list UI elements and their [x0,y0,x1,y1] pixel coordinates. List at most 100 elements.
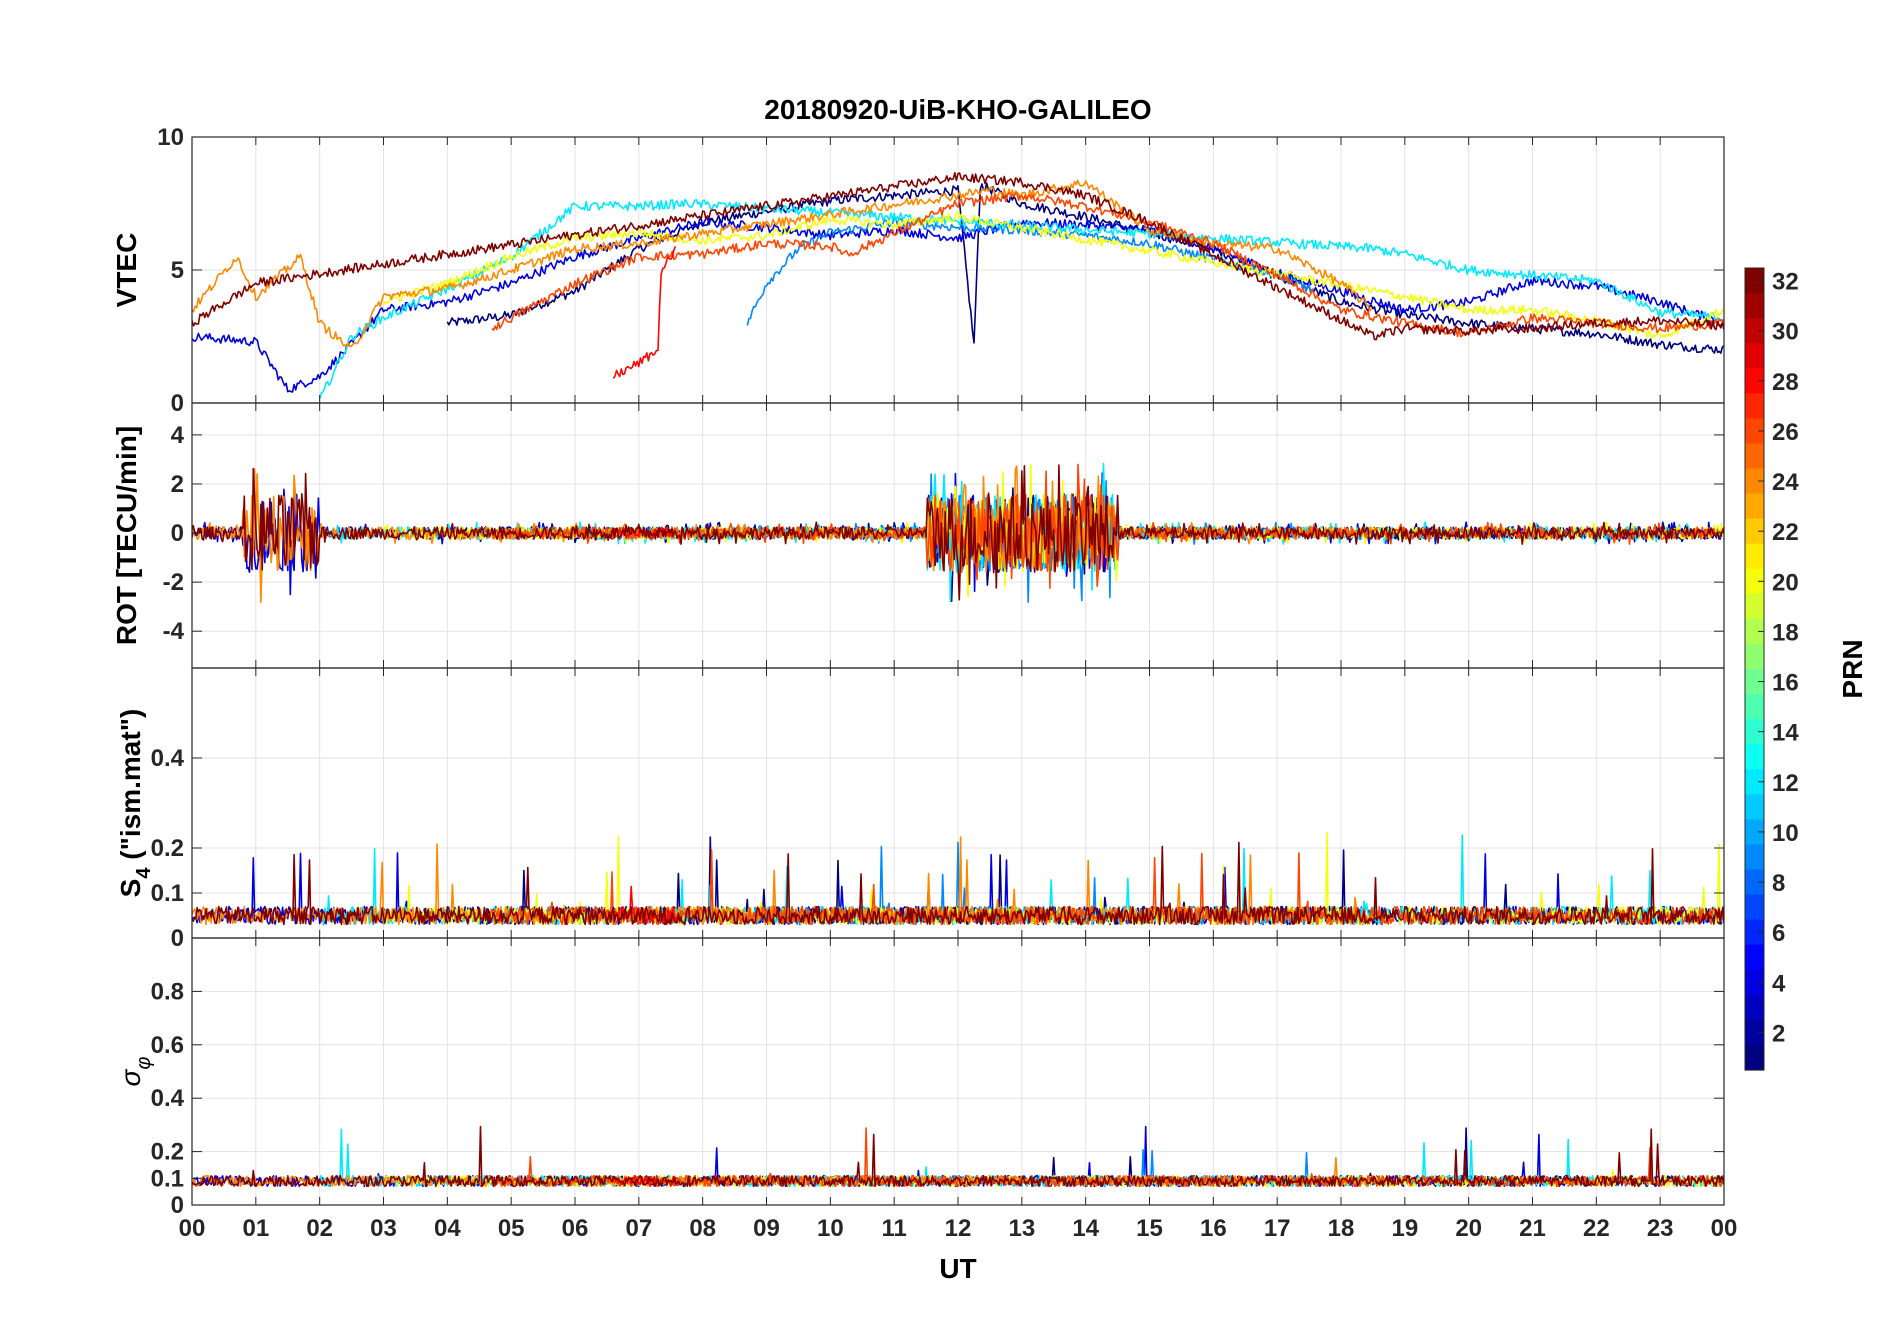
y-tick-label: 0.1 [151,880,184,907]
colorbar-segment [1745,919,1764,946]
x-tick-label: 16 [1200,1215,1227,1242]
series-line-prn-28 [612,246,677,379]
y-label-subscript: 4 [133,867,155,879]
x-tick-label: 13 [1008,1215,1035,1242]
series-line-prn-32 [192,464,1724,601]
colorbar-segment [1745,443,1764,470]
panel-sigma: 00.10.2 0.4 0.6 0.8 σφ [115,937,1725,1219]
x-tick-label: 14 [1072,1215,1099,1242]
y-tick-label: 0.6 [151,1032,184,1059]
colorbar-segment [1745,969,1764,996]
y-tick-label: 10 [157,124,184,151]
x-tick-label: 06 [562,1215,589,1242]
series-line-prn-26 [491,192,1724,338]
colorbar-segment [1745,343,1764,369]
colorbar-segment [1745,694,1764,720]
colorbar-segment [1745,944,1764,971]
y-label-main: S [115,879,146,898]
y-tick-label: 0 [171,390,184,417]
x-tick-label: 20 [1455,1215,1482,1242]
colorbar-segment [1745,1019,1764,1046]
colorbar-tick-label: 30 [1772,319,1799,346]
x-tick-label: 18 [1328,1215,1355,1242]
colorbar-segment [1745,643,1764,670]
y-tick-label: -2 [163,569,184,596]
y-tick-label: 0.4 [151,745,185,772]
sigma-y-axis-label: σφ [115,1057,155,1087]
s4-series-group [192,831,1724,926]
y-label-subscript: φ [133,1057,155,1070]
colorbar-label: PRN [1837,639,1868,698]
series-line-prn-32 [192,841,1724,926]
vtec-y-axis-label: VTEC [111,233,142,308]
colorbar-segment [1745,318,1764,344]
y-tick-label: -4 [163,618,185,645]
x-tick-label: 00 [179,1215,206,1242]
x-tick-label: 01 [242,1215,269,1242]
x-tick-label: 12 [945,1215,972,1242]
colorbar-segment [1745,543,1764,570]
panel-s4: 00.10.20.4S4 ("ism.mat") [115,667,1725,952]
colorbar-tick-label: 24 [1772,469,1799,496]
chart-title: 20180920-UiB-KHO-GALILEO [764,94,1151,125]
x-tick-label: 19 [1391,1215,1418,1242]
vtec-series-group [192,172,1724,400]
colorbar-segment [1745,593,1764,620]
x-tick-label: 02 [306,1215,333,1242]
colorbar-segment [1745,568,1764,595]
y-tick-label: 5 [171,257,184,284]
x-tick-label: 17 [1264,1215,1291,1242]
x-tick-label: 22 [1583,1215,1610,1242]
colorbar-tick-label: 32 [1772,269,1799,296]
colorbar-segment [1745,844,1764,871]
colorbar-frame [1744,267,1765,1071]
colorbar-tick-label: 16 [1772,670,1799,697]
colorbar-segment [1745,744,1764,770]
y-label-main: σ [115,1068,146,1086]
colorbar-segment [1745,293,1764,319]
series-line-prn-32 [192,1125,1724,1188]
colorbar-segment [1745,994,1764,1021]
rot-y-axis-label: ROT [TECU/min] [111,426,142,645]
x-tick-label: 03 [370,1215,397,1242]
colorbar-segment [1745,769,1764,795]
y-tick-label: 0 [171,1192,184,1219]
x-axis-label: UT [939,1253,976,1284]
panel-vtec: 0 5 10 VTEC [111,124,1725,417]
y-tick-label: 0.1 [151,1165,184,1192]
colorbar-tick-label: 6 [1772,920,1785,947]
colorbar-segment [1745,518,1764,545]
x-tick-label: 09 [753,1215,780,1242]
y-tick-label: 0.2 [151,835,184,862]
series-line-prn-32 [192,172,1724,341]
s4-y-axis-label: S4 ("ism.mat") [115,709,155,898]
colorbar-tick-label: 28 [1772,369,1799,396]
series-line-prn-20 [382,211,1724,339]
colorbar-segment [1745,669,1764,695]
colorbar-tick-label: 22 [1772,519,1799,546]
y-tick-label: 0 [171,520,184,547]
rot-series-group [192,462,1724,604]
y-label-rest: ("ism.mat") [115,709,146,868]
colorbar-tick-label: 26 [1772,419,1799,446]
x-tick-label: 07 [625,1215,652,1242]
x-tick-label: 05 [498,1215,525,1242]
series-line-prn-24 [192,179,1372,348]
y-tick-label: 0.4 [151,1085,185,1112]
y-tick-label: 0 [171,925,184,952]
colorbar-segment [1745,869,1764,896]
x-tick-label: 11 [881,1215,906,1242]
colorbar-segment [1745,819,1764,846]
colorbar-segment [1745,368,1764,394]
series-line-prn-4 [192,217,1724,393]
colorbar-segment [1745,894,1764,921]
colorbar-segment [1745,794,1764,820]
colorbar-tick-label: 4 [1772,970,1786,997]
colorbar-tick-label: 2 [1772,1020,1785,1047]
y-tick-label: 0.2 [151,1139,184,1166]
x-tick-label: 00 [1711,1215,1738,1242]
x-tick-label: 10 [817,1215,844,1242]
